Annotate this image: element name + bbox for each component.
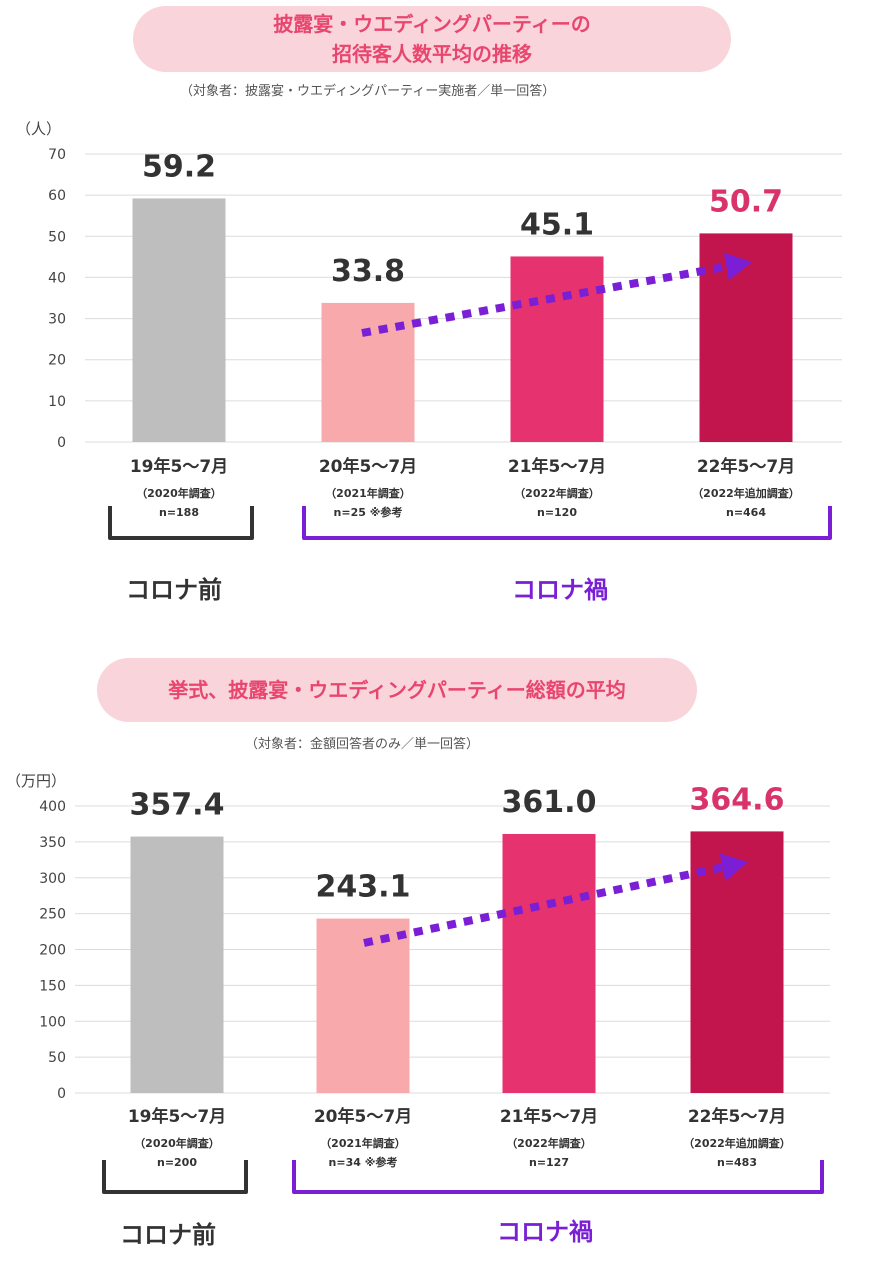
x-category-label: 21年5～7月 [508,456,606,477]
y-tick-label: 0 [57,435,66,451]
y-tick-label: 60 [48,188,66,204]
bracket-pre-covid [102,1160,248,1194]
bar-value-label: 45.1 [520,207,594,242]
bracket-pre-covid [108,506,254,540]
bar-value-label: 33.8 [331,254,405,289]
y-tick-label: 350 [39,835,66,851]
chart-panel-1: 披露宴・ウエディングパーティーの 招待客人数平均の推移 （対象者：披露宴・ウエデ… [0,0,870,610]
y-tick-label: 0 [57,1086,66,1102]
bar [510,256,604,442]
y-tick-label: 10 [48,394,66,410]
survey-label: （2021年調査） [320,1136,406,1150]
chart-subtitle: （対象者：金額回答者のみ／単一回答） [245,737,480,752]
sample-size-label: n=34 ※参考 [329,1155,398,1169]
chart-title-line: 挙式、披露宴・ウエディングパーティー総額の平均 [168,678,626,702]
chart-title-line: 披露宴・ウエディングパーティーの [273,12,591,36]
survey-label: （2022年調査） [506,1136,592,1150]
x-category-label: 22年5～7月 [697,456,795,477]
sample-size-label: n=25 ※参考 [334,505,403,519]
bracket-covid [302,506,832,540]
bracket-covid [292,1160,824,1194]
bar [316,918,410,1093]
bar-chart-svg: 0 10 20 30 40 50 60 70 59.2 19年5～7月 （2020年調査） n=188… [48,147,842,540]
x-category-label: 19年5～7月 [130,456,228,477]
survey-label: （2022年追加調査） [683,1136,791,1150]
survey-label: （2022年追加調査） [692,486,800,500]
y-tick-label: 20 [48,353,66,369]
bar [132,198,226,442]
survey-label: （2022年調査） [514,486,600,500]
group-label-pre-covid: コロナ前 [120,1221,216,1249]
x-category-label: 22年5～7月 [688,1106,786,1127]
survey-label: （2020年調査） [136,486,222,500]
bar-value-label: 361.0 [502,785,597,820]
bar-value-label: 59.2 [142,149,216,184]
sample-size-label: n=464 [726,506,766,519]
survey-label: （2020年調査） [134,1136,220,1150]
y-axis-unit: （人） [16,120,62,138]
sample-size-label: n=120 [537,506,577,519]
bar-value-label: 50.7 [709,184,783,219]
y-tick-label: 100 [39,1014,66,1030]
chart-title-pill: 挙式、披露宴・ウエディングパーティー総額の平均 [97,658,697,722]
group-label-covid: コロナ禍 [512,576,608,604]
chart-subtitle: （対象者：披露宴・ウエディングパーティー実施者／単一回答） [180,84,556,99]
y-tick-label: 50 [48,229,66,245]
bar [690,831,784,1093]
chart-title-line: 招待客人数平均の推移 [332,42,532,66]
y-tick-label: 50 [48,1050,66,1066]
survey-label: （2021年調査） [325,486,411,500]
group-label-pre-covid: コロナ前 [126,576,222,604]
trend-arrow-line [361,262,728,337]
y-tick-label: 200 [39,943,66,959]
sample-size-label: n=483 [717,1156,757,1169]
x-category-label: 19年5～7月 [128,1106,226,1127]
trend-arrow-head [719,853,748,882]
y-tick-label: 70 [48,147,66,163]
bar-value-label: 357.4 [130,788,225,823]
bar-value-label: 364.6 [690,782,785,817]
sample-size-label: n=127 [529,1156,569,1169]
sample-size-label: n=188 [159,506,199,519]
y-tick-label: 150 [39,978,66,994]
y-tick-label: 400 [39,799,66,815]
trend-arrow-head [723,252,752,281]
sample-size-label: n=200 [157,1156,197,1169]
chart-title-pill: 披露宴・ウエディングパーティーの 招待客人数平均の推移 [133,6,731,72]
y-axis-unit: （万円） [6,772,67,790]
group-label-covid: コロナ禍 [497,1218,593,1246]
bar-value-label: 243.1 [316,870,411,905]
bar [502,833,596,1093]
bar [130,836,224,1093]
x-category-label: 20年5～7月 [319,456,417,477]
y-tick-label: 30 [48,312,66,328]
x-category-label: 20年5～7月 [314,1106,412,1127]
x-category-label: 21年5～7月 [500,1106,598,1127]
y-tick-label: 300 [39,871,66,887]
y-tick-label: 250 [39,907,66,923]
y-tick-label: 40 [48,270,66,286]
